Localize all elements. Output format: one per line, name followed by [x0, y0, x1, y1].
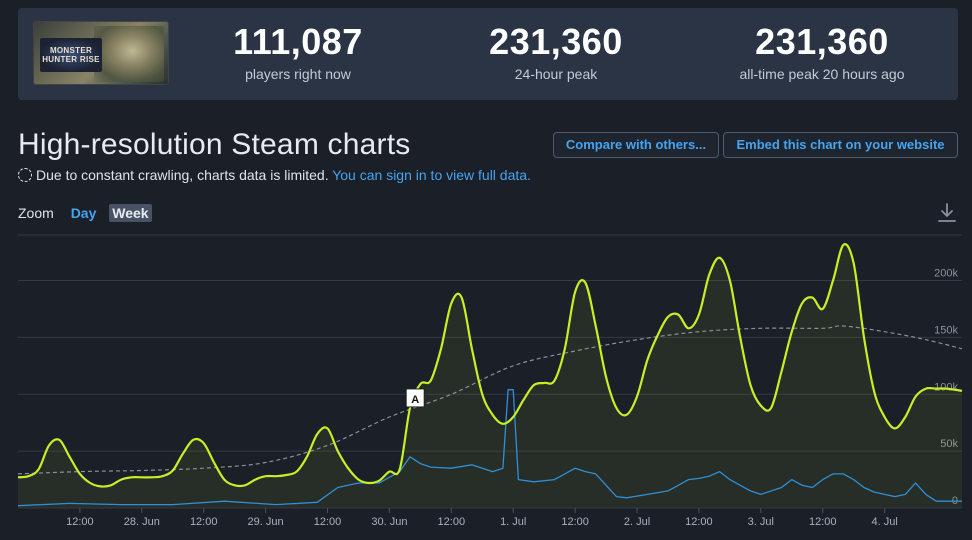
zoom-label: Zoom	[18, 205, 54, 221]
stat-value: 231,360	[489, 21, 623, 62]
game-logo	[40, 38, 102, 72]
x-tick-label: 12:00	[66, 516, 94, 528]
download-icon[interactable]	[936, 202, 958, 224]
stats-bar: MONSTER HUNTER RISE 111,087 players righ…	[18, 8, 958, 100]
x-tick-label: 12:00	[561, 516, 589, 528]
players-area	[18, 244, 962, 508]
x-tick-label: 12:00	[438, 516, 466, 528]
annotation-label: A	[411, 394, 419, 406]
sign-in-link[interactable]: You can sign in to view full data.	[332, 167, 531, 183]
average-line	[17, 325, 963, 475]
y-tick-label: 50k	[940, 438, 958, 450]
x-tick-label: 29. Jun	[248, 516, 284, 528]
x-tick-label: 4. Jul	[871, 516, 897, 528]
zoom-week-button[interactable]: Week	[109, 204, 152, 222]
stat-24h-peak: 231,360 24-hour peak	[446, 21, 666, 83]
stat-value: 111,087	[233, 21, 363, 62]
monster-art	[94, 26, 164, 82]
stat-label: all-time peak 20 hours ago	[739, 66, 905, 82]
stat-value: 231,360	[755, 21, 889, 62]
players-line[interactable]	[17, 243, 963, 488]
y-tick-label: 150k	[934, 324, 958, 336]
page-title: High-resolution Steam charts	[18, 128, 411, 161]
stat-all-time-peak: 231,360 all-time peak 20 hours ago	[712, 21, 932, 83]
embed-chart-button[interactable]: Embed this chart on your website	[723, 132, 958, 158]
x-tick-label: 30. Jun	[371, 516, 407, 528]
y-tick-label: 200k	[934, 268, 958, 280]
x-tick-label: 12:00	[190, 516, 218, 528]
notice-text: Due to constant crawling, charts data is…	[36, 167, 329, 183]
loading-icon	[18, 168, 32, 182]
stat-players-now: 111,087 players right now	[188, 21, 408, 83]
stat-label: 24-hour peak	[514, 66, 598, 82]
x-tick-label: 1. Jul	[500, 516, 526, 528]
x-tick-label: 3. Jul	[748, 516, 774, 528]
x-tick-label: 28. Jun	[124, 516, 160, 528]
x-tick-label: 12:00	[685, 516, 713, 528]
game-thumbnail[interactable]: MONSTER HUNTER RISE	[33, 21, 169, 85]
x-tick-label: 12:00	[314, 516, 342, 528]
x-tick-label: 12:00	[809, 516, 837, 528]
twitch-line	[17, 389, 962, 507]
zoom-controls: Zoom Day Week	[18, 204, 158, 222]
game-logo-text: MONSTER HUNTER RISE	[42, 46, 100, 64]
stat-label: players right now	[245, 66, 351, 82]
x-tick-label: 2. Jul	[624, 516, 650, 528]
zoom-day-button[interactable]: Day	[70, 205, 97, 221]
compare-button[interactable]: Compare with others...	[553, 132, 719, 158]
annotation-flag[interactable]	[405, 388, 425, 408]
data-limit-notice: Due to constant crawling, charts data is…	[18, 167, 531, 183]
